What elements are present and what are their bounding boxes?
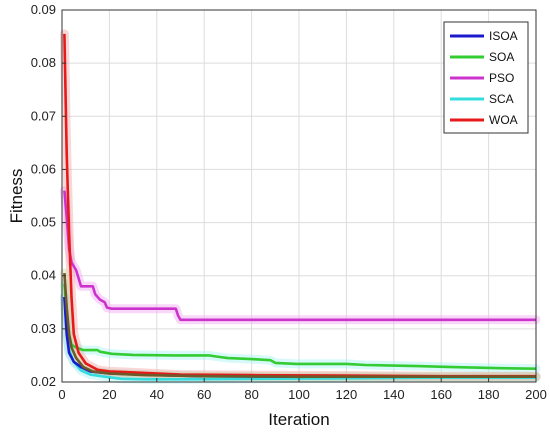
x-tick-label: 200	[525, 387, 547, 402]
y-tick-label: 0.08	[31, 55, 56, 70]
series-line-unnamed	[63, 273, 536, 378]
x-tick-label: 0	[58, 387, 65, 402]
x-axis-ticks: 0 20 40 60 80 100 120 140 160 180 200	[58, 378, 547, 402]
x-tick-label: 80	[244, 387, 258, 402]
y-axis-ticks: 0.02 0.03 0.04 0.05 0.06 0.07 0.08 0.09	[31, 2, 66, 389]
series-lines	[63, 33, 537, 381]
legend-label-woa: WOA	[489, 113, 518, 127]
x-tick-label: 20	[102, 387, 116, 402]
x-tick-label: 120	[336, 387, 358, 402]
legend-label-soa: SOA	[489, 50, 514, 64]
y-tick-label: 0.03	[31, 321, 56, 336]
y-tick-label: 0.07	[31, 108, 56, 123]
y-tick-label: 0.05	[31, 215, 56, 230]
y-axis-title: Fitness	[7, 169, 26, 224]
legend: ISOA SOA PSO SCA WOA	[443, 21, 529, 134]
legend-label-pso: PSO	[489, 71, 514, 85]
x-tick-label: 100	[288, 387, 310, 402]
x-tick-label: 60	[197, 387, 211, 402]
x-axis-title: Iteration	[268, 410, 329, 429]
x-tick-label: 40	[150, 387, 164, 402]
y-tick-label: 0.02	[31, 374, 56, 389]
x-tick-label: 140	[383, 387, 405, 402]
y-tick-label: 0.09	[31, 2, 56, 17]
series-line-soa	[63, 283, 537, 370]
x-tick-label: 180	[478, 387, 500, 402]
x-tick-label: 160	[430, 387, 452, 402]
y-tick-label: 0.06	[31, 161, 56, 176]
y-tick-label: 0.04	[31, 268, 56, 283]
legend-label-isoa: ISOA	[489, 29, 518, 43]
legend-label-sca: SCA	[489, 92, 514, 106]
